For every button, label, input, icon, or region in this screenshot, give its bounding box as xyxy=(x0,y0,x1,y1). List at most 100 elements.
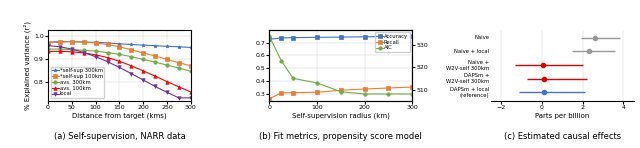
*self-sup 100km xyxy=(187,65,195,67)
Y-axis label: % Explained variance (r²): % Explained variance (r²) xyxy=(24,21,31,110)
avs. 300km xyxy=(104,52,111,53)
local xyxy=(151,86,159,87)
Accuracy xyxy=(313,36,321,38)
local xyxy=(187,97,195,99)
Recall xyxy=(385,87,392,89)
AIC xyxy=(278,60,285,62)
avs. 100km xyxy=(151,75,159,77)
AIC xyxy=(337,91,345,93)
Line: Recall: Recall xyxy=(268,85,414,100)
local xyxy=(56,46,64,48)
local xyxy=(92,56,99,58)
Line: avs. 100km: avs. 100km xyxy=(46,50,193,94)
avs. 300km xyxy=(56,48,64,50)
avs. 100km xyxy=(80,52,88,54)
Accuracy xyxy=(408,35,416,37)
*self-sup 300km xyxy=(163,45,171,47)
AIC xyxy=(385,93,392,95)
Recall xyxy=(408,86,416,88)
avs. 100km xyxy=(68,51,76,53)
local xyxy=(80,52,88,53)
local xyxy=(104,61,111,63)
Recall xyxy=(289,92,297,94)
local xyxy=(116,66,124,68)
local xyxy=(127,73,135,74)
avs. 300km xyxy=(163,64,171,66)
*self-sup 300km xyxy=(127,44,135,45)
*self-sup 100km xyxy=(68,41,76,42)
avs. 300km xyxy=(116,53,124,55)
avs. 100km xyxy=(56,50,64,52)
*self-sup 300km xyxy=(56,41,64,42)
Line: Accuracy: Accuracy xyxy=(268,34,414,41)
*self-sup 300km xyxy=(116,43,124,45)
avs. 300km xyxy=(140,58,147,60)
*self-sup 100km xyxy=(163,58,171,60)
*self-sup 100km xyxy=(116,46,124,48)
AIC xyxy=(313,82,321,84)
avs. 300km xyxy=(44,48,52,50)
local xyxy=(68,48,76,50)
Recall xyxy=(313,91,321,93)
avs. 100km xyxy=(163,81,171,82)
*self-sup 300km xyxy=(187,47,195,48)
Recall xyxy=(337,89,345,91)
avs. 300km xyxy=(151,61,159,63)
AIC xyxy=(289,78,297,79)
Legend: *self-sup 300km, *self-sup 100km, avs. 300km, avs. 100km, local: *self-sup 300km, *self-sup 100km, avs. 3… xyxy=(51,67,104,98)
X-axis label: Distance from target (kms): Distance from target (kms) xyxy=(72,113,167,119)
*self-sup 100km xyxy=(56,41,64,43)
Recall xyxy=(278,92,285,94)
Accuracy xyxy=(361,36,369,38)
local xyxy=(163,91,171,93)
Accuracy xyxy=(266,38,273,40)
Line: AIC: AIC xyxy=(268,34,414,96)
avs. 100km xyxy=(140,70,147,72)
*self-sup 100km xyxy=(151,55,159,57)
*self-sup 100km xyxy=(140,52,147,54)
avs. 100km xyxy=(92,54,99,56)
avs. 300km xyxy=(92,50,99,52)
avs. 100km xyxy=(116,60,124,62)
AIC xyxy=(266,35,273,37)
avs. 100km xyxy=(175,86,183,88)
*self-sup 300km xyxy=(44,41,52,43)
Line: local: local xyxy=(46,44,193,100)
*self-sup 300km xyxy=(140,44,147,46)
Accuracy xyxy=(278,37,285,39)
*self-sup 300km xyxy=(80,41,88,43)
local xyxy=(175,97,183,99)
*self-sup 300km xyxy=(151,45,159,46)
Text: (b) Fit metrics, propensity score model: (b) Fit metrics, propensity score model xyxy=(259,132,422,141)
local xyxy=(44,45,52,46)
*self-sup 100km xyxy=(127,49,135,51)
*self-sup 100km xyxy=(175,62,183,64)
Recall xyxy=(266,98,273,100)
avs. 100km xyxy=(44,50,52,52)
X-axis label: Parts per billion: Parts per billion xyxy=(535,113,589,119)
local xyxy=(140,79,147,81)
*self-sup 300km xyxy=(92,42,99,43)
Line: *self-sup 100km: *self-sup 100km xyxy=(46,40,193,67)
avs. 300km xyxy=(175,67,183,69)
avs. 300km xyxy=(80,49,88,51)
Recall xyxy=(361,88,369,90)
avs. 100km xyxy=(104,57,111,58)
*self-sup 300km xyxy=(175,46,183,48)
*self-sup 100km xyxy=(92,42,99,44)
Line: *self-sup 300km: *self-sup 300km xyxy=(46,40,193,49)
*self-sup 300km xyxy=(104,42,111,44)
avs. 300km xyxy=(68,49,76,50)
Accuracy xyxy=(289,37,297,38)
avs. 100km xyxy=(187,91,195,93)
Accuracy xyxy=(385,36,392,37)
avs. 300km xyxy=(127,56,135,58)
*self-sup 300km xyxy=(68,41,76,43)
*self-sup 100km xyxy=(44,42,52,44)
Legend: Accuracy, Recall, AIC: Accuracy, Recall, AIC xyxy=(375,32,410,52)
*self-sup 100km xyxy=(80,41,88,43)
avs. 100km xyxy=(127,65,135,67)
Text: (a) Self-supervision, NARR data: (a) Self-supervision, NARR data xyxy=(54,132,186,141)
Text: (c) Estimated causal effects: (c) Estimated causal effects xyxy=(504,132,621,141)
X-axis label: Self-supervision radius (km): Self-supervision radius (km) xyxy=(292,113,390,119)
